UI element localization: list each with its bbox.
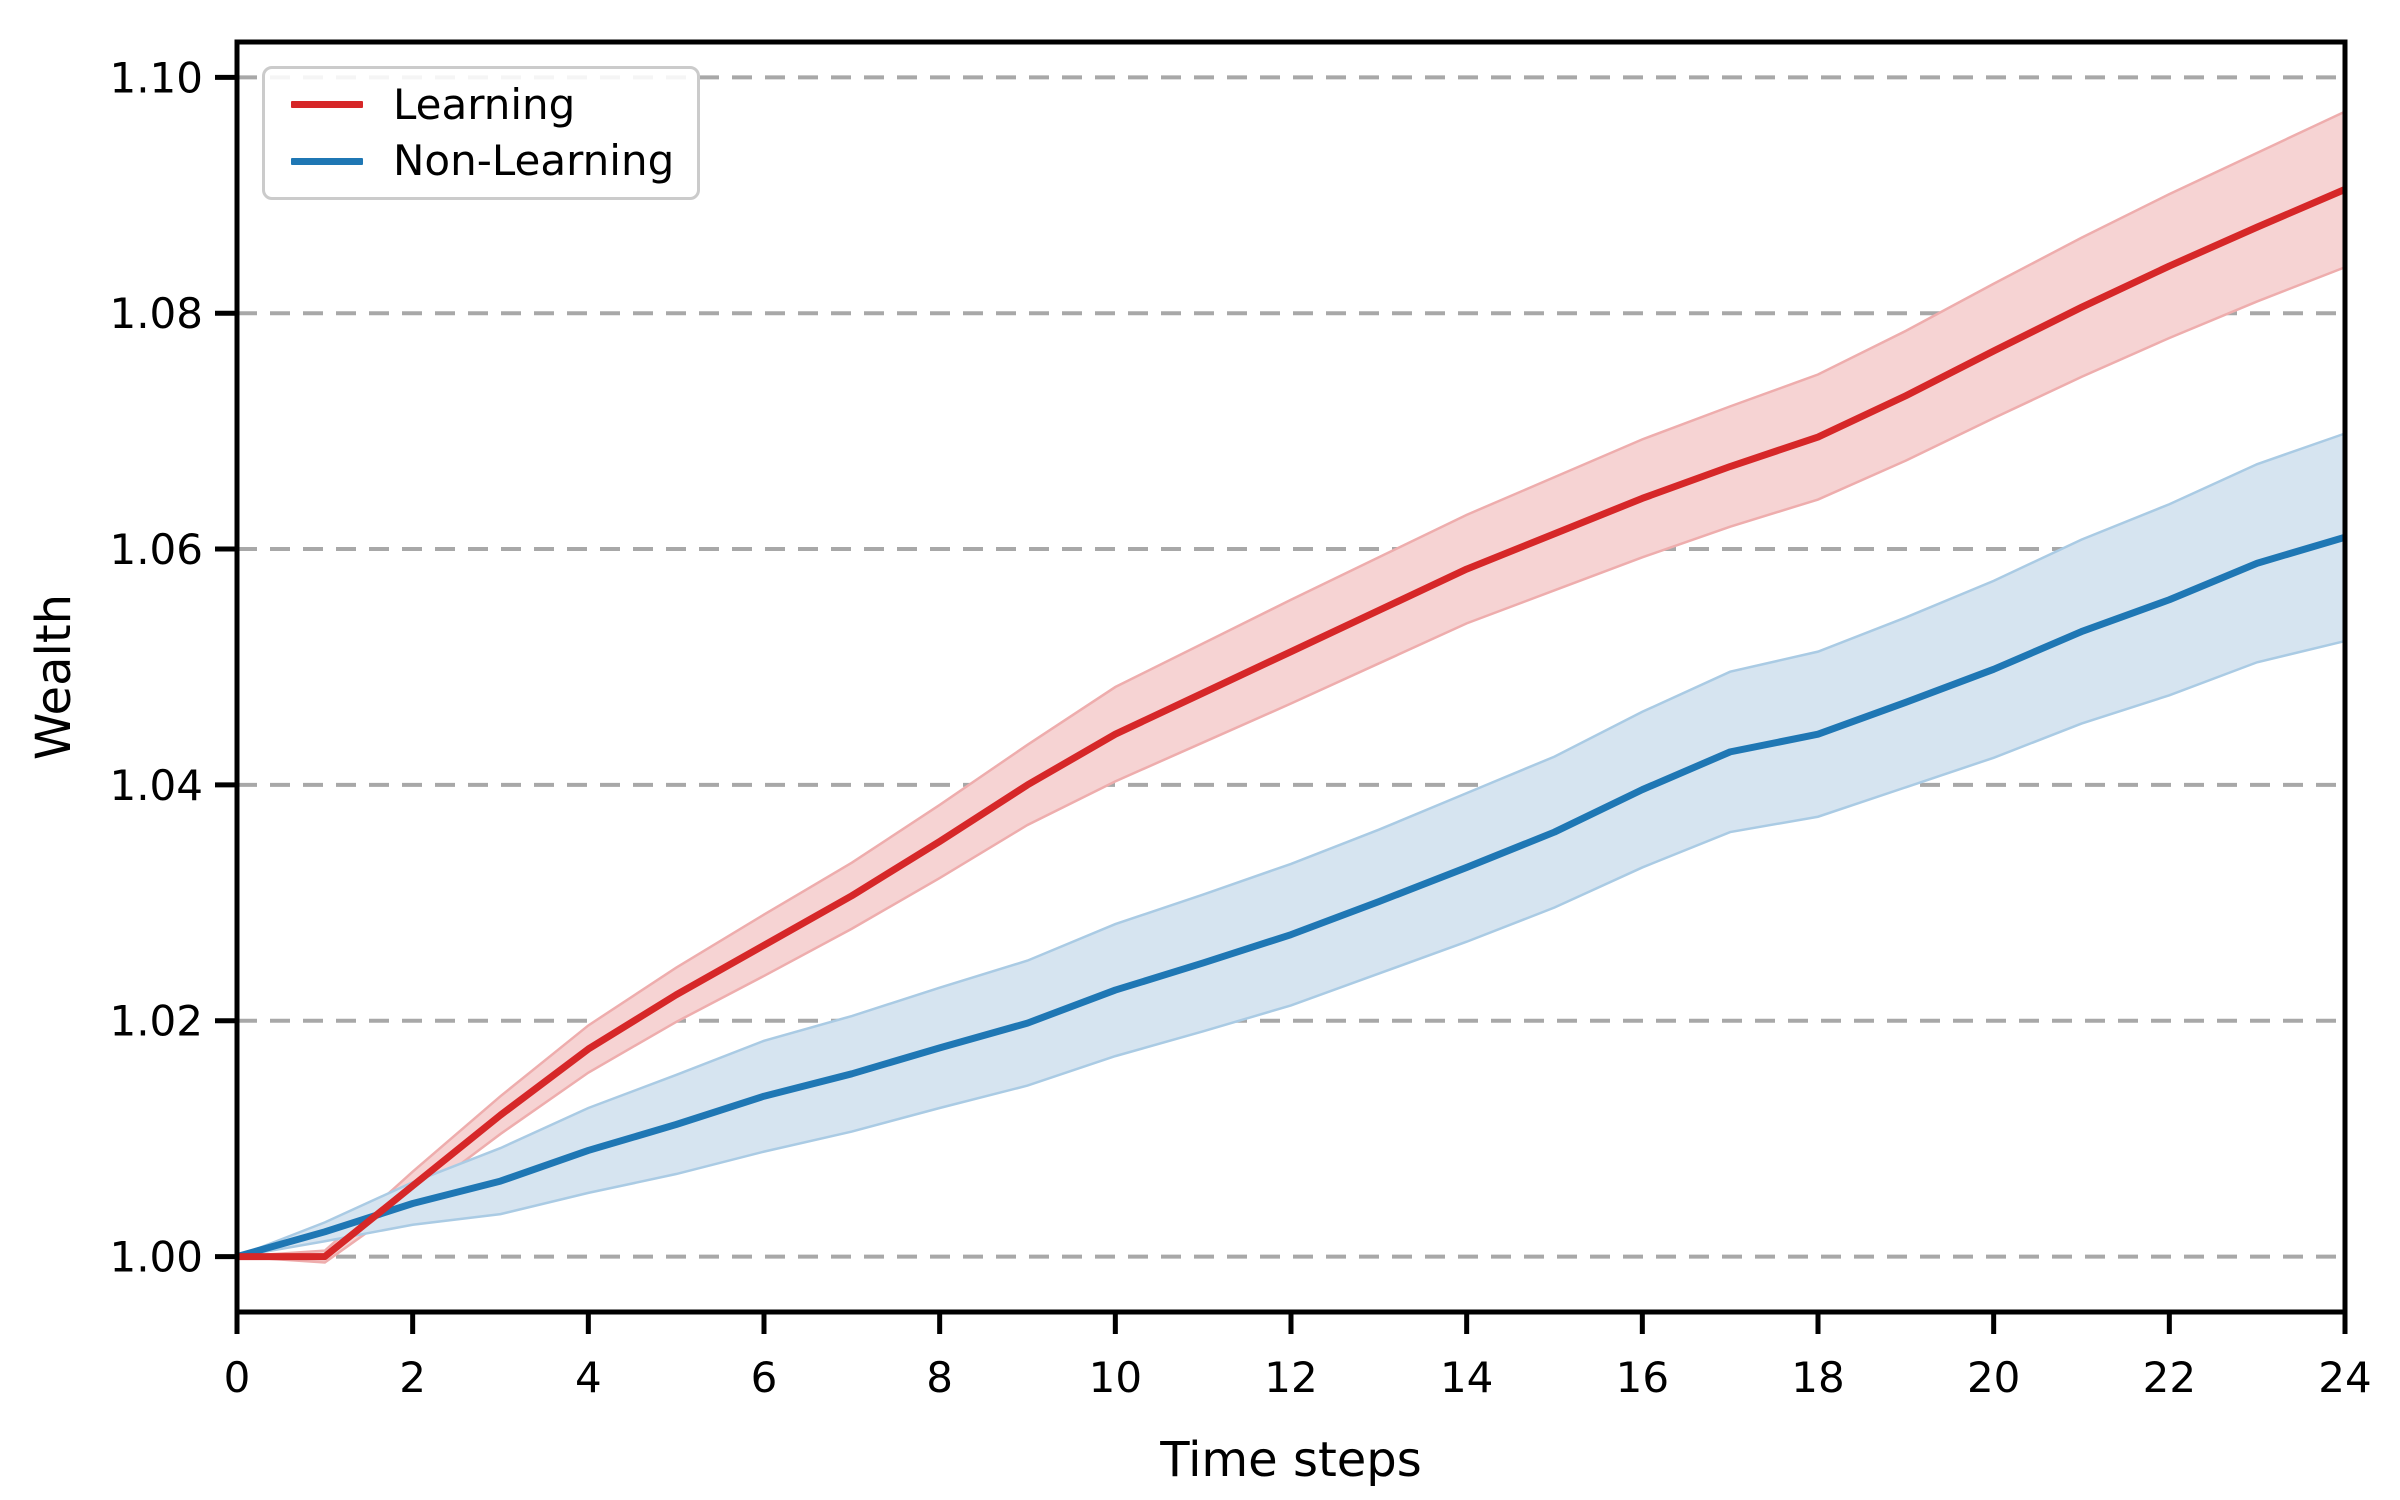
band-upper-edge-learning bbox=[236, 110, 2346, 1258]
band-upper-edge-non-learning bbox=[236, 432, 2346, 1258]
x-tick-label-10: 10 bbox=[1089, 1353, 1142, 1402]
non-learning-line-sample-icon bbox=[291, 157, 363, 165]
legend-label-non-learning: Non-Learning bbox=[393, 136, 675, 186]
legend-label-learning: Learning bbox=[393, 79, 576, 129]
band-lower-edge-learning bbox=[236, 266, 2346, 1264]
x-tick-label-14: 14 bbox=[1440, 1353, 1493, 1402]
legend-item-learning: Learning bbox=[291, 79, 697, 129]
x-axis-label: Time steps bbox=[1160, 1432, 1422, 1488]
x-tick-label-20: 20 bbox=[1967, 1353, 2020, 1402]
x-tick-label-6: 6 bbox=[751, 1353, 778, 1402]
y-tick-label-1.00: 1.00 bbox=[109, 1233, 203, 1282]
band-non-learning bbox=[237, 433, 2345, 1257]
line-non-learning bbox=[236, 533, 2346, 1260]
band-lower-edge-non-learning bbox=[236, 639, 2346, 1258]
x-tick-label-22: 22 bbox=[2143, 1353, 2196, 1402]
x-tick-label-4: 4 bbox=[575, 1353, 602, 1402]
y-tick-label-1.06: 1.06 bbox=[109, 525, 203, 574]
line-layer bbox=[236, 186, 2347, 1261]
band-layer bbox=[236, 110, 2346, 1264]
y-axis-label: Wealth bbox=[26, 593, 82, 761]
x-tick-label-0: 0 bbox=[224, 1353, 251, 1402]
tick-layer: 0 2 4 6 8 10 12 14 16 18 20 22 241.001.021.041.061.0… bbox=[109, 53, 2371, 1402]
x-tick-label-24: 24 bbox=[2318, 1353, 2371, 1402]
learning-line-sample-icon bbox=[291, 101, 363, 109]
y-tick-label-1.04: 1.04 bbox=[109, 761, 203, 810]
x-tick-label-8: 8 bbox=[926, 1353, 953, 1402]
x-tick-label-12: 12 bbox=[1264, 1353, 1317, 1402]
x-tick-label-16: 16 bbox=[1616, 1353, 1669, 1402]
y-tick-label-1.10: 1.10 bbox=[109, 53, 203, 102]
x-tick-label-18: 18 bbox=[1791, 1353, 1844, 1402]
legend-item-non-learning: Non-Learning bbox=[291, 140, 697, 182]
y-tick-label-1.02: 1.02 bbox=[109, 997, 203, 1046]
line-learning bbox=[237, 186, 2347, 1261]
y-tick-label-1.08: 1.08 bbox=[109, 289, 203, 338]
x-tick-label-2: 2 bbox=[399, 1353, 426, 1402]
legend: Learning Non-Learning bbox=[262, 66, 700, 200]
